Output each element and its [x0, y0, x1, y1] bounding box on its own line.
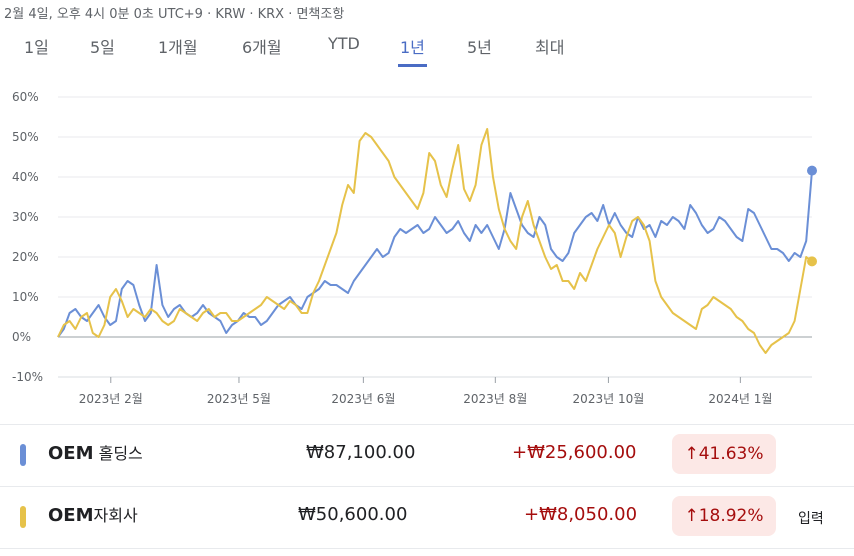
percent-badge: ↑18.92%: [672, 496, 776, 536]
tab-1m[interactable]: 1개월: [158, 38, 198, 57]
series-line-1: [57, 128, 813, 354]
series-color-dot: [20, 506, 26, 528]
series-end-marker-0: [807, 165, 817, 176]
tab-max[interactable]: 최대: [535, 38, 565, 57]
y-tick-label: 30%: [12, 210, 39, 224]
tab-5y[interactable]: 5년: [467, 38, 492, 57]
x-tick-label: 2023년 5월: [207, 392, 271, 406]
x-tick-label: 2023년 6월: [331, 392, 395, 406]
price-chart: -10% 0% 10% 20% 30% 40% 50% 60% 2023년 2월 2023년 5…: [12, 90, 817, 406]
ticker-suffix: 홀딩스: [93, 444, 143, 463]
y-tick-label: 50%: [12, 130, 39, 144]
y-tick-label: 60%: [12, 90, 39, 104]
x-tick-label: 2023년 10월: [573, 392, 645, 406]
y-tick-label: 40%: [12, 170, 39, 184]
x-tick-label: 2023년 8월: [463, 392, 527, 406]
change-value: +₩8,050.00: [524, 504, 638, 525]
chart-grid: -10% 0% 10% 20% 30% 40% 50% 60%: [12, 90, 812, 384]
change-value: +₩25,600.00: [512, 442, 637, 463]
y-tick-label: 20%: [12, 250, 39, 264]
tab-6m[interactable]: 6개월: [242, 38, 282, 57]
y-tick-label: -10%: [12, 370, 43, 384]
header-info: 2월 4일, 오후 4시 0분 0초 UTC+9 · KRW · KRX · 면…: [4, 7, 345, 22]
row-separator: [0, 424, 854, 425]
row-separator: [0, 548, 854, 549]
series-line-0: [57, 170, 813, 338]
ticker-name: OEM 홀딩스: [48, 443, 143, 464]
tab-ytd[interactable]: YTD: [328, 34, 360, 53]
comparison-row[interactable]: OEM자회사 ₩50,600.00 +₩8,050.00 ↑18.92% 입력: [0, 488, 854, 544]
tab-1y[interactable]: 1년: [398, 32, 427, 67]
x-axis: 2023년 2월 2023년 5월 2023년 6월 2023년 8월 2023년 10…: [58, 376, 812, 406]
x-tick-label: 2023년 2월: [79, 392, 143, 406]
y-tick-label: 0%: [12, 330, 31, 344]
ticker-name: OEM자회사: [48, 505, 138, 526]
price-value: ₩50,600.00: [298, 504, 408, 525]
ticker-suffix: 자회사: [93, 506, 138, 525]
y-tick-label: 10%: [12, 290, 39, 304]
tab-5d[interactable]: 5일: [90, 38, 115, 57]
row-separator: [0, 486, 854, 487]
comparison-row[interactable]: OEM 홀딩스 ₩87,100.00 +₩25,600.00 ↑41.63%: [0, 426, 854, 482]
price-value: ₩87,100.00: [306, 442, 416, 463]
range-tabs: 1일 5일 1개월 6개월 YTD 1년 5년 최대: [0, 32, 854, 67]
chart-series: [57, 128, 817, 354]
extra-text: 입력: [798, 511, 824, 527]
x-tick-label: 2024년 1월: [708, 392, 772, 406]
percent-badge: ↑41.63%: [672, 434, 776, 474]
series-color-dot: [20, 444, 26, 466]
series-end-marker-1: [807, 256, 817, 267]
tab-1d[interactable]: 1일: [24, 38, 49, 57]
